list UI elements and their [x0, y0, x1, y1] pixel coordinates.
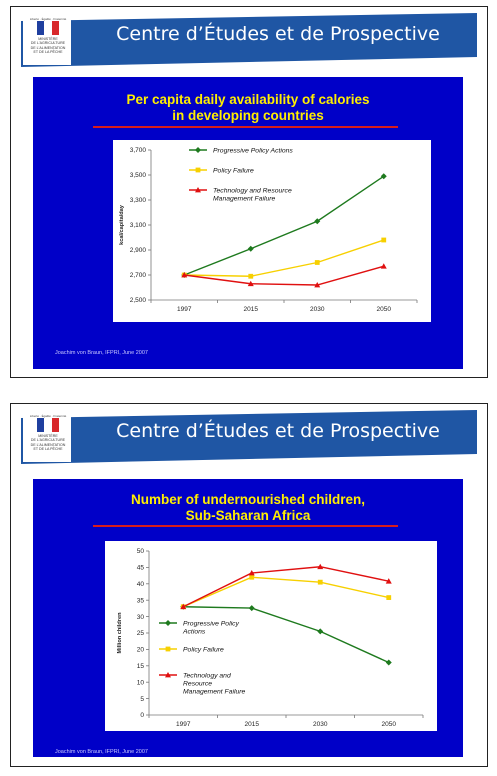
chart-title: Per capita daily availability of calorie… — [33, 92, 463, 124]
legend-marker — [195, 167, 201, 173]
y-tick-label: 45 — [137, 565, 145, 572]
chart-title-line-2: in developing countries — [172, 108, 324, 123]
legend-label: Technology and Resource Management Failur… — [213, 187, 292, 202]
credit: Joachim von Braun, IFPRI, June 2007 — [55, 749, 148, 755]
legend-marker — [195, 147, 201, 153]
chart-svg: 2,500 2,700 2,900 3,100 3,300 3,500 3,700 1997 2… — [119, 147, 418, 313]
banner: Liberté · Égalité · Fraternité MINISTÈRE… — [21, 13, 477, 67]
data-point — [385, 578, 392, 584]
x-tick-label: 1997 — [177, 306, 192, 313]
french-flag-icon — [37, 21, 59, 35]
chart-svg: 0 5 10 15 20 25 30 35 40 45 50 1997 2015 2030 2050 Mill… — [117, 548, 424, 728]
x-tick-label: 2050 — [382, 721, 397, 728]
series-line — [183, 606, 390, 664]
y-tick-label: 10 — [137, 679, 145, 686]
ministry-logo: Liberté · Égalité · Fraternité MINISTÈRE… — [29, 17, 67, 55]
banner-title: Centre d’Études et de Prospective — [116, 420, 440, 442]
y-tick-label: 3,100 — [130, 222, 147, 229]
series-line — [182, 566, 389, 608]
data-point — [385, 659, 392, 666]
plot-area: 0 5 10 15 20 25 30 35 40 45 50 1997 2015 2030 2050 Mill… — [105, 541, 437, 731]
chart-title-line-1: Per capita daily availability of calorie… — [126, 92, 370, 107]
credit: Joachim von Braun, IFPRI, June 2007 — [55, 350, 148, 356]
series-line — [184, 265, 384, 286]
data-point — [247, 245, 254, 252]
chart-title-line-1: Number of undernourished children, — [130, 492, 365, 507]
data-point — [317, 579, 323, 585]
logo-motto: Liberté · Égalité · Fraternité — [29, 17, 67, 21]
y-tick-label: 2,500 — [130, 297, 147, 304]
y-tick-label: 50 — [137, 548, 145, 555]
data-point — [181, 272, 188, 278]
banner-shape — [21, 410, 477, 464]
banner-title: Centre d’Études et de Prospective — [116, 23, 440, 45]
legend-label: Progressive Policy Actions — [182, 620, 240, 635]
data-point — [380, 263, 387, 269]
chart-title: Number of undernourished children, Sub-S… — [33, 492, 463, 524]
slide-children: Liberté · Égalité · Fraternité MINISTÈRE… — [10, 403, 488, 767]
series-line — [182, 576, 389, 608]
x-tick-label: 1997 — [176, 721, 191, 728]
legend-label: Policy Failure — [183, 646, 224, 653]
data-point — [248, 273, 254, 279]
x-tick-label: 2015 — [244, 306, 259, 313]
legend-marker — [165, 646, 171, 652]
data-point — [380, 173, 387, 180]
data-point — [180, 603, 187, 610]
x-tick-label: 2015 — [245, 721, 260, 728]
data-point — [381, 237, 387, 243]
plot-area: 2,500 2,700 2,900 3,100 3,300 3,500 3,700 1997 2… — [113, 140, 431, 322]
y-axis-label: Million children — [117, 612, 123, 654]
data-point — [317, 563, 324, 570]
y-tick-label: 35 — [137, 597, 145, 604]
data-point — [314, 282, 321, 288]
legend-marker — [165, 672, 171, 678]
data-point — [249, 574, 255, 580]
ministry-logo: Liberté · Égalité · Fraternité MINISTÈRE… — [29, 414, 67, 452]
y-tick-label: 3,300 — [130, 197, 147, 204]
logo-motto: Liberté · Égalité · Fraternité — [29, 414, 67, 418]
chart-panel: Number of undernourished children, Sub-S… — [33, 479, 463, 757]
data-point — [247, 280, 254, 287]
title-underline — [93, 525, 398, 527]
data-point — [317, 628, 324, 635]
y-tick-label: 15 — [137, 663, 145, 670]
banner: Liberté · Égalité · Fraternité MINISTÈRE… — [21, 410, 477, 464]
y-tick-label: 2,700 — [130, 272, 147, 279]
legend-label: Policy Failure — [213, 167, 254, 174]
y-tick-label: 25 — [137, 630, 145, 637]
x-tick-label: 2050 — [377, 306, 392, 313]
data-point — [386, 595, 392, 600]
logo-ministry-text: MINISTÈRE DE L'AGRICULTURE DE L'ALIMENTA… — [30, 434, 66, 452]
y-tick-label: 3,700 — [130, 147, 147, 154]
y-tick-label: 0 — [140, 712, 144, 719]
legend-label: Progressive Policy Actions — [213, 147, 293, 154]
chart-panel: Per capita daily availability of calorie… — [33, 77, 463, 369]
legend-marker — [195, 187, 201, 193]
legend-marker — [165, 620, 171, 626]
series-line — [183, 175, 385, 276]
y-tick-label: 40 — [137, 581, 145, 588]
slide-calories: Liberté · Égalité · Fraternité MINISTÈRE… — [10, 6, 488, 378]
data-point — [248, 605, 255, 612]
chart-title-line-2: Sub-Saharan Africa — [185, 508, 311, 523]
banner-shape — [21, 13, 477, 67]
data-point — [314, 260, 320, 265]
x-tick-label: 2030 — [310, 306, 325, 313]
y-axis-label: kcal/capita/day — [119, 204, 125, 245]
data-point — [314, 218, 321, 225]
legend-label: Technology and Resource Management Failure — [183, 672, 246, 695]
y-tick-label: 20 — [137, 647, 145, 654]
series-line — [184, 239, 384, 277]
y-tick-label: 3,500 — [130, 172, 147, 179]
french-flag-icon — [37, 418, 59, 432]
data-point — [248, 569, 255, 576]
y-tick-label: 5 — [140, 696, 144, 703]
y-tick-label: 30 — [137, 614, 145, 621]
y-tick-label: 2,900 — [130, 247, 147, 254]
x-tick-label: 2030 — [313, 721, 328, 728]
logo-ministry-text: MINISTÈRE DE L'AGRICULTURE DE L'ALIMENTA… — [30, 37, 66, 55]
title-underline — [93, 126, 398, 128]
